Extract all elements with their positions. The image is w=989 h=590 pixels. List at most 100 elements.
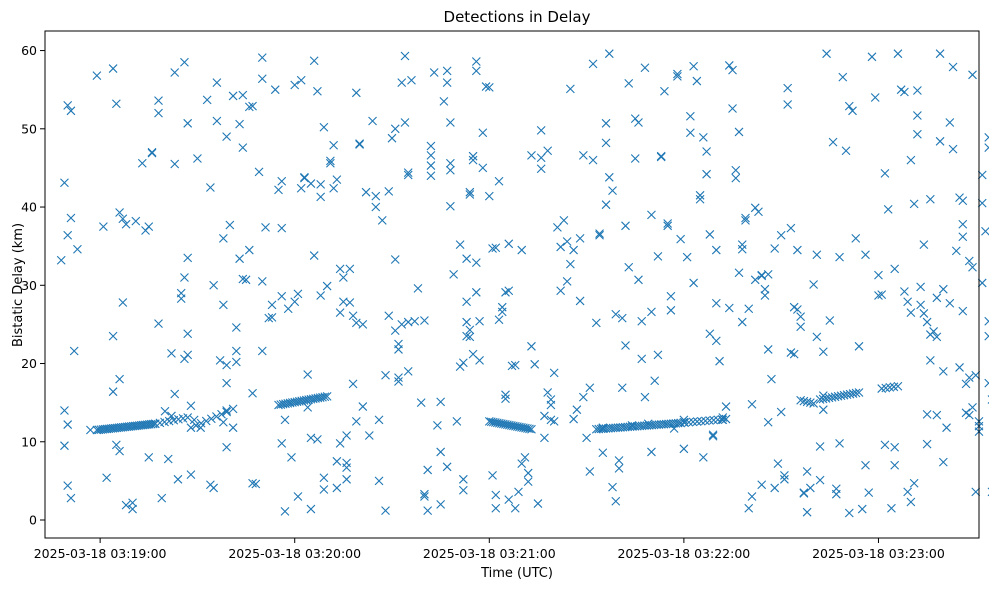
data-point — [614, 463, 624, 473]
data-point — [601, 200, 611, 210]
data-point — [867, 52, 877, 62]
data-point — [497, 302, 507, 312]
data-point — [400, 118, 410, 127]
data-point — [851, 233, 861, 243]
data-point — [958, 232, 968, 242]
y-axis: 0 10 20 30 40 50 60 — [21, 43, 45, 528]
data-point — [465, 332, 475, 342]
data-point — [316, 192, 326, 202]
data-point — [844, 101, 854, 111]
data-point — [209, 280, 219, 290]
track-point — [696, 416, 706, 426]
y-tick-label: 10 — [21, 434, 37, 449]
track-point — [701, 416, 710, 426]
data-point — [783, 100, 793, 109]
data-point — [241, 275, 251, 285]
data-point — [640, 63, 650, 73]
data-point — [170, 389, 180, 399]
data-point — [919, 240, 929, 249]
data-point — [345, 264, 355, 274]
data-point — [741, 215, 750, 225]
data-point — [611, 496, 621, 506]
track-point — [802, 397, 812, 407]
data-point — [724, 303, 734, 313]
data-point — [403, 168, 413, 178]
data-point — [968, 262, 977, 272]
data-point — [595, 229, 604, 239]
data-point — [945, 298, 955, 308]
data-point — [955, 363, 964, 372]
track-point — [183, 413, 193, 422]
data-point — [351, 318, 361, 328]
data-point — [287, 453, 296, 462]
data-point — [462, 317, 471, 327]
data-point — [747, 492, 757, 501]
data-point — [332, 456, 342, 466]
data-point — [416, 398, 426, 408]
data-point — [796, 312, 806, 321]
data-point — [650, 376, 660, 386]
data-point — [909, 478, 919, 488]
data-point — [922, 439, 932, 449]
data-point — [257, 74, 267, 84]
track-point — [709, 415, 719, 425]
data-point — [517, 245, 527, 255]
data-point — [60, 441, 69, 451]
data-point — [118, 214, 128, 224]
data-point — [429, 68, 439, 77]
data-point — [458, 485, 468, 495]
data-point — [630, 154, 640, 163]
data-point — [231, 346, 241, 356]
data-point — [673, 69, 682, 79]
data-point — [462, 254, 471, 264]
data-point — [283, 304, 293, 314]
data-point — [66, 493, 76, 503]
data-point — [776, 407, 786, 417]
x-tick-label: 2025-03-18 03:20:00 — [228, 546, 361, 561]
chart-title: Detections in Delay — [444, 8, 591, 26]
data-point — [711, 245, 721, 255]
data-point — [870, 93, 880, 102]
data-point — [69, 346, 79, 356]
data-point — [780, 471, 789, 480]
data-point — [478, 128, 488, 138]
data-point — [433, 420, 442, 430]
data-point — [887, 503, 896, 513]
data-point — [977, 278, 987, 288]
data-point — [825, 316, 835, 325]
data-point — [351, 88, 361, 98]
data-point — [848, 106, 857, 116]
data-point — [309, 251, 319, 260]
data-point — [351, 417, 361, 426]
data-point — [186, 401, 196, 411]
data-point — [737, 244, 747, 254]
data-point — [231, 323, 241, 332]
data-point — [144, 453, 154, 462]
data-point — [189, 415, 199, 425]
data-point — [773, 459, 783, 469]
data-point — [520, 453, 530, 462]
data-point — [731, 173, 741, 183]
data-point — [536, 153, 546, 163]
data-point — [154, 108, 163, 118]
data-point — [410, 316, 420, 326]
data-point — [977, 198, 987, 208]
data-point — [711, 298, 721, 308]
data-point — [374, 415, 384, 425]
data-point — [799, 488, 809, 498]
data-point — [802, 467, 812, 476]
data-point — [601, 118, 611, 128]
y-tick-label: 40 — [21, 200, 37, 215]
data-point — [540, 411, 549, 421]
track-point — [527, 424, 536, 434]
data-point — [588, 59, 598, 69]
data-point — [754, 207, 763, 217]
data-point — [235, 119, 244, 129]
data-point — [167, 411, 176, 421]
data-point — [63, 420, 73, 429]
track-point — [676, 418, 686, 428]
data-point — [121, 500, 131, 510]
data-point — [890, 442, 900, 452]
y-tick-label: 20 — [21, 356, 37, 371]
data-point — [494, 176, 504, 186]
